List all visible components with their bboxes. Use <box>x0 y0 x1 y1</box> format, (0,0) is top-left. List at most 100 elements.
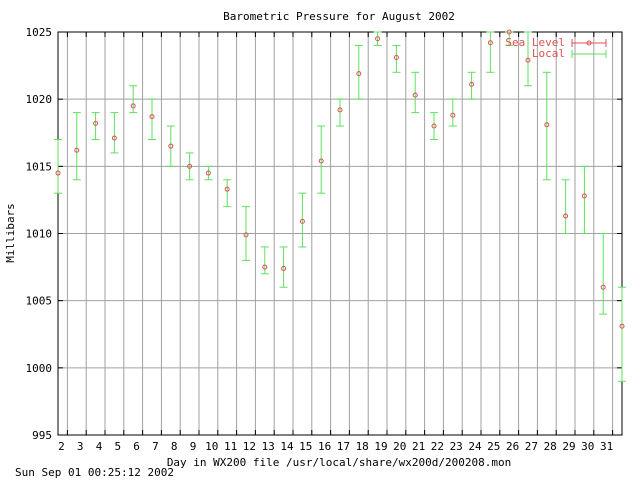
sea-level-point <box>224 186 230 192</box>
sea-level-point <box>74 147 80 153</box>
sea-level-point <box>450 112 456 118</box>
local-range-bar <box>204 165 213 181</box>
sea-level-point <box>205 170 211 176</box>
sea-level-point <box>168 143 174 149</box>
legend-swatch-local <box>571 50 607 58</box>
x-tick-label: 22 <box>431 440 444 453</box>
sea-level-point <box>563 213 569 219</box>
local-range-bar <box>260 246 269 275</box>
sea-level-point <box>243 232 249 238</box>
sea-level-point <box>93 120 99 126</box>
local-range-bar <box>223 179 232 208</box>
y-axis-ticks: 995 1000 1005 1010 1015 1020 1025 <box>26 26 622 442</box>
legend-label-local: Local <box>532 47 565 60</box>
x-tick-label: 7 <box>152 440 159 453</box>
local-range-bar <box>298 192 307 248</box>
local-range-bar <box>279 246 288 288</box>
x-tick-label: 15 <box>299 440 312 453</box>
sea-level-point <box>318 158 324 164</box>
x-tick-label: 29 <box>562 440 575 453</box>
x-tick-label: 4 <box>96 440 103 453</box>
y-tick-label: 1015 <box>26 160 53 173</box>
local-range-bar <box>354 44 363 100</box>
x-tick-label: 24 <box>468 440 482 453</box>
x-tick-label: 21 <box>412 440 425 453</box>
y-tick-label: 1005 <box>26 295 53 308</box>
local-series <box>54 31 626 382</box>
sea-level-point <box>619 323 625 329</box>
chart-title: Barometric Pressure for August 2002 <box>223 10 455 23</box>
local-range-bar <box>91 112 100 140</box>
sea-level-point <box>149 114 155 120</box>
local-range-bar <box>430 112 438 140</box>
x-tick-label: 14 <box>280 440 294 453</box>
local-range-bar <box>542 71 551 181</box>
sea-level-point <box>337 107 343 113</box>
sea-level-point <box>469 81 475 87</box>
sea-level-point <box>356 71 362 77</box>
local-range-bar <box>524 31 532 87</box>
sea-level-point <box>544 122 550 128</box>
x-tick-label: 3 <box>77 440 84 453</box>
local-range-bar <box>72 112 81 181</box>
x-tick-label: 11 <box>224 440 237 453</box>
local-range-bar <box>618 286 626 382</box>
local-range-bar <box>392 44 401 73</box>
local-range-bar <box>580 165 589 234</box>
x-axis-label: Day in WX200 file /usr/local/share/wx200… <box>167 456 511 469</box>
x-tick-label: 23 <box>450 440 463 453</box>
sea-level-series <box>55 29 625 329</box>
sea-level-point <box>506 29 512 35</box>
sea-level-point <box>431 123 437 129</box>
x-tick-label: 30 <box>581 440 594 453</box>
sea-level-point <box>375 36 381 42</box>
x-tick-label: 27 <box>525 440 538 453</box>
x-tick-label: 2 <box>58 440 65 453</box>
local-range-bar <box>166 125 175 167</box>
x-axis-ticks: 2 3 4 5 6 7 8 9 10 11 12 13 14 15 16 17 18 19 20 21 22 23 24 25… <box>58 32 613 453</box>
x-tick-label: 13 <box>262 440 275 453</box>
local-range-bar <box>242 206 250 261</box>
y-tick-label: 1020 <box>26 93 53 106</box>
x-tick-label: 6 <box>133 440 140 453</box>
local-range-bar <box>336 98 344 127</box>
sea-level-point <box>281 265 287 271</box>
legend-label-sea-level: Sea Level <box>505 36 565 49</box>
legend: Sea Level Local <box>505 36 607 60</box>
x-tick-label: 17 <box>337 440 350 453</box>
legend-point <box>586 40 592 46</box>
sea-level-point <box>299 218 305 224</box>
local-range-bar <box>599 233 608 315</box>
x-tick-label: 8 <box>171 440 178 453</box>
x-tick-label: 18 <box>356 440 369 453</box>
local-range-bar <box>317 125 326 194</box>
x-tick-label: 26 <box>506 440 519 453</box>
local-range-bar <box>486 31 495 73</box>
local-range-bar <box>373 31 382 46</box>
x-tick-label: 12 <box>243 440 256 453</box>
grid <box>58 32 622 435</box>
local-range-bar <box>561 179 570 234</box>
local-range-bar <box>110 112 119 154</box>
sea-level-point <box>111 135 117 141</box>
sea-level-point <box>412 92 418 98</box>
local-range-bar <box>467 71 476 100</box>
local-range-bar <box>54 138 62 194</box>
x-tick-label: 5 <box>114 440 121 453</box>
y-tick-label: 1025 <box>26 26 53 39</box>
sea-level-point <box>525 57 531 63</box>
x-tick-label: 25 <box>487 440 500 453</box>
x-tick-label: 20 <box>393 440 406 453</box>
sea-level-point <box>55 170 61 176</box>
x-tick-label: 16 <box>318 440 331 453</box>
sea-level-point <box>581 193 587 199</box>
x-tick-label: 9 <box>190 440 197 453</box>
sea-level-point <box>130 103 136 109</box>
x-tick-label: 19 <box>374 440 387 453</box>
x-tick-label: 10 <box>205 440 218 453</box>
legend-swatch-sea-level <box>571 39 607 47</box>
sea-level-point <box>600 284 606 290</box>
sea-level-point <box>393 55 399 61</box>
local-range-bar <box>411 71 420 114</box>
